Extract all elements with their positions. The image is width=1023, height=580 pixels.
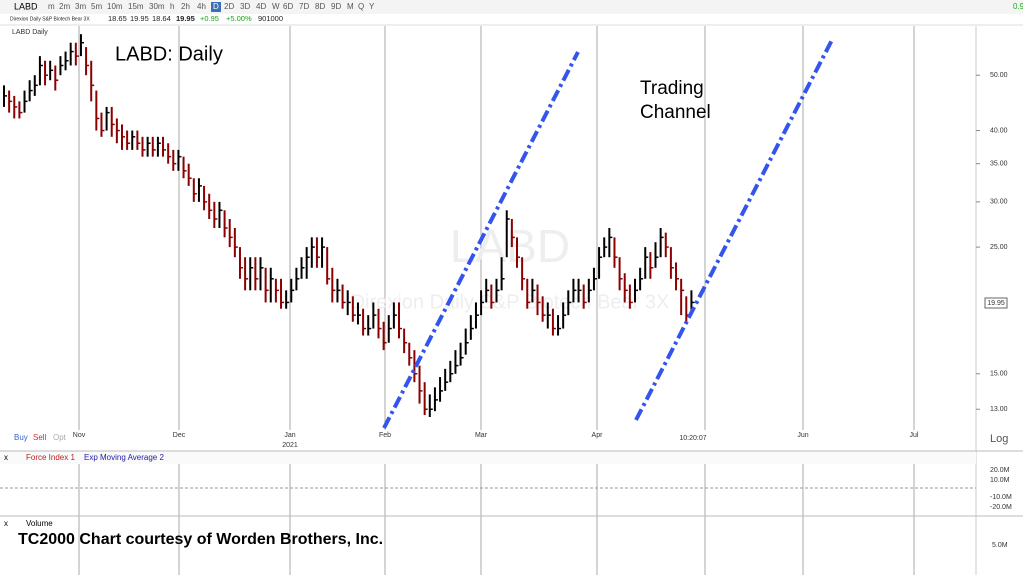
timeframe[interactable]: W	[272, 2, 280, 11]
x-tick-label: Jul	[910, 432, 919, 439]
timeframe[interactable]: 3D	[240, 2, 250, 11]
y-tick-label: 25.00	[990, 244, 1008, 251]
x-tick-label: Dec	[173, 432, 186, 439]
quote-high: 19.95	[130, 14, 149, 23]
trading-channel-1: Trading	[640, 78, 704, 99]
y-tick-label: 15.00	[990, 371, 1008, 378]
quote-volume: 901000	[258, 14, 283, 23]
symbol[interactable]: LABD	[14, 1, 38, 11]
timeframe[interactable]: 6D	[283, 2, 293, 11]
timeframe[interactable]: 2h	[181, 2, 190, 11]
timeframe[interactable]: 8D	[315, 2, 325, 11]
timeframe[interactable]: 4D	[256, 2, 266, 11]
timeframes: m 2m 3m 5m 10m 15m 30m h 2h 4h D 2D 3D 4D W 6D 7D 8D 9D M Q Y	[48, 2, 375, 12]
y-tick-label: 13.00	[990, 406, 1008, 413]
force-index[interactable]: Force Index 1	[26, 453, 75, 462]
y-tick-label: 40.00	[990, 127, 1008, 134]
force-tick: 20.0M	[990, 467, 1010, 474]
timeframe[interactable]: M	[347, 2, 354, 11]
buy[interactable]: Buy	[14, 433, 28, 442]
y-tick-label: 35.00	[990, 161, 1008, 168]
volume-label: Volume	[26, 519, 53, 528]
force-axis: 20.0M 10.0M -10.0M -20.0M	[990, 467, 1012, 511]
quote-low: 18.64	[152, 14, 171, 23]
timeframe[interactable]: h	[170, 2, 174, 11]
time: 10:20:07	[679, 435, 706, 442]
x-tick-label: Apr	[592, 432, 604, 439]
toolbar	[0, 0, 1023, 14]
x-tick-label: Jun	[797, 432, 808, 439]
x-tick-label: Jan	[284, 432, 295, 439]
timeframe[interactable]: D	[213, 2, 219, 11]
trading-channel-2: Channel	[640, 102, 711, 123]
credit: TC2000 Chart courtesy of Worden Brothers…	[18, 531, 383, 548]
quote: Direxion Daily S&P Biotech Bear 3X 18.65 1…	[10, 14, 283, 23]
scale[interactable]: Log	[990, 433, 1008, 445]
timeframe[interactable]: 7D	[299, 2, 309, 11]
timeframe[interactable]: 3m	[75, 2, 86, 11]
timeframe[interactable]: m	[48, 2, 55, 11]
quote-name: Direxion Daily S&P Biotech Bear 3X	[10, 16, 90, 22]
channel-line	[382, 51, 580, 429]
last-price-box	[984, 297, 1008, 309]
quote-open: 18.65	[108, 14, 127, 23]
y-tick-label: 30.00	[990, 199, 1008, 206]
x-tick-label: Mar	[475, 432, 488, 439]
chart-title: LABD: Daily	[115, 43, 223, 65]
month-lines	[78, 26, 915, 575]
quote-change: +0.95	[200, 14, 219, 23]
timeframe[interactable]: Y	[369, 2, 375, 11]
timeframe[interactable]: 4h	[197, 2, 206, 11]
y-tick-label: 50.00	[990, 72, 1008, 79]
timeframe[interactable]: 10m	[107, 2, 123, 11]
price-bars	[3, 34, 695, 418]
volume-tick: 5.0M	[992, 542, 1008, 549]
quote-last: 19.95	[176, 14, 195, 23]
timeframe[interactable]: 9D	[331, 2, 341, 11]
timeframe[interactable]: 30m	[149, 2, 165, 11]
ema[interactable]: Exp Moving Average 2	[84, 453, 164, 462]
close-x[interactable]: x	[4, 519, 8, 528]
channel-line	[634, 37, 835, 421]
timeframe[interactable]: 5m	[91, 2, 102, 11]
x-tick-label: Nov	[73, 432, 86, 439]
timeframe[interactable]: 2m	[59, 2, 70, 11]
chart-label: LABD Daily	[12, 29, 48, 36]
close-x[interactable]: x	[4, 453, 8, 462]
last-price: 19.95	[987, 300, 1005, 307]
quote-percent: +5.00%	[226, 14, 252, 23]
timeframe[interactable]: Q	[358, 2, 364, 11]
sell[interactable]: Sell	[33, 433, 47, 442]
opt[interactable]: Opt	[53, 433, 67, 442]
force-tick: -10.0M	[990, 494, 1012, 501]
price-axis: 13.00 15.00 25.00 30.00 35.00 40.00 50.00	[976, 72, 1008, 413]
force-header	[0, 451, 976, 464]
x-tick-label: Feb	[379, 432, 391, 439]
timeframe[interactable]: 2D	[224, 2, 234, 11]
year: 2021	[282, 442, 298, 449]
force-tick: -20.0M	[990, 504, 1012, 511]
force-tick: 10.0M	[990, 477, 1010, 484]
timeframe[interactable]: 15m	[128, 2, 144, 11]
time-axis: Nov Dec Jan Feb Mar Apr Jun Jul	[73, 432, 919, 439]
toolbar-right: 0.9	[1013, 2, 1023, 11]
active-timeframe	[211, 2, 221, 12]
watermark: LABD	[450, 220, 570, 272]
